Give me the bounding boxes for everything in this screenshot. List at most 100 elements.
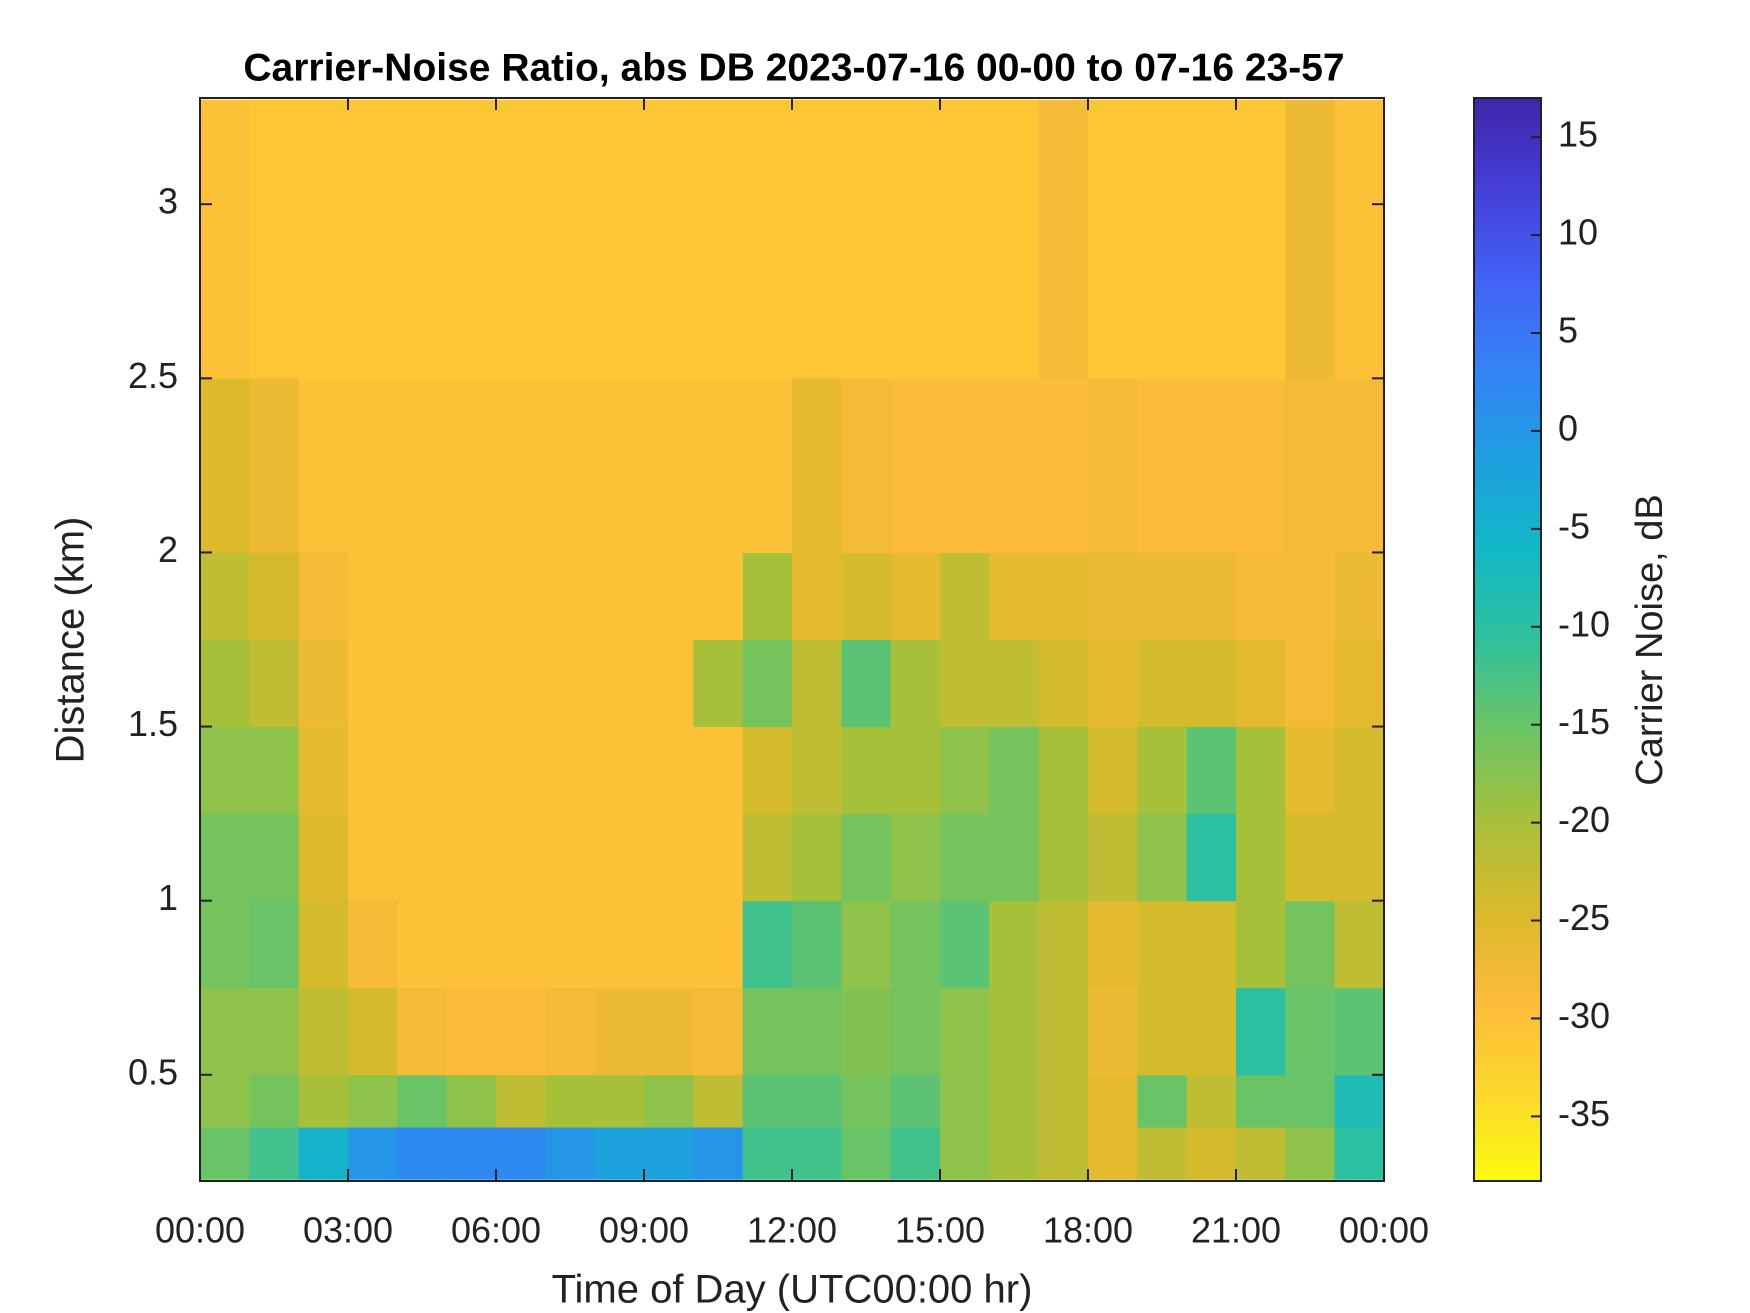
y-tick-label: 1	[158, 877, 178, 918]
heatmap-cell	[397, 726, 448, 815]
heatmap-cell	[1137, 987, 1188, 1076]
heatmap-cell	[940, 639, 990, 728]
heatmap-cell	[841, 900, 892, 989]
heatmap-cell	[644, 378, 694, 553]
heatmap-cell	[1334, 726, 1385, 815]
heatmap-cell	[693, 726, 744, 815]
heatmap-cell	[693, 987, 744, 1076]
heatmap-cell	[989, 99, 1040, 379]
heatmap-cell	[249, 378, 300, 553]
heatmap-cell	[200, 987, 250, 1076]
heatmap-cell	[249, 99, 300, 379]
heatmap-cell	[1186, 639, 1237, 728]
heatmap-cell	[1334, 639, 1385, 728]
heatmap-cell	[348, 987, 398, 1076]
heatmap-cell	[249, 552, 300, 640]
heatmap-cell	[446, 1127, 497, 1180]
heatmap-cell	[1334, 99, 1385, 379]
heatmap-cell	[496, 813, 546, 902]
heatmap-cell	[1137, 639, 1188, 728]
colorbar	[1473, 97, 1542, 1182]
heatmap-cell	[841, 378, 892, 553]
heatmap-cell	[496, 987, 546, 1076]
heatmap-cell	[1088, 99, 1138, 379]
heatmap-cell	[644, 813, 694, 902]
heatmap-cell	[446, 813, 497, 902]
heatmap-cell	[742, 900, 793, 989]
heatmap-cell	[742, 552, 793, 640]
heatmap-cell	[200, 1127, 250, 1180]
heatmap-cell	[446, 1074, 497, 1128]
heatmap-cell	[1088, 1127, 1138, 1180]
heatmap-cell	[792, 99, 842, 379]
heatmap-cell	[742, 726, 793, 815]
heatmap-cell	[693, 1127, 744, 1180]
heatmap-cell	[890, 639, 941, 728]
colorbar-tick-label: 0	[1558, 407, 1578, 448]
heatmap-cell	[1236, 639, 1286, 728]
heatmap-cell	[1137, 1074, 1188, 1128]
heatmap-cell	[792, 813, 842, 902]
heatmap-cell	[594, 813, 645, 902]
heatmap-cell	[644, 1074, 694, 1128]
heatmap-cell	[249, 726, 300, 815]
heatmap-cell	[841, 1074, 892, 1128]
chart-title: Carrier-Noise Ratio, abs DB 2023-07-16 0…	[243, 46, 1344, 89]
heatmap-cell	[890, 99, 941, 379]
heatmap-cell	[200, 813, 250, 902]
heatmap-cell	[1038, 987, 1089, 1076]
heatmap-cell	[298, 378, 349, 553]
heatmap-cell	[1285, 987, 1336, 1076]
heatmap-cell	[348, 813, 398, 902]
heatmap-cell	[1334, 1074, 1385, 1128]
heatmap-cell	[989, 900, 1040, 989]
heatmap-cell	[1038, 1074, 1089, 1128]
heatmap-cell	[298, 726, 349, 815]
colorbar-tick-label: -20	[1558, 799, 1610, 840]
heatmap-cell	[545, 639, 596, 728]
heatmap-cell	[1236, 99, 1286, 379]
heatmap-cell	[742, 378, 793, 553]
heatmap-cell	[1236, 726, 1286, 815]
heatmap-cell	[1186, 1074, 1237, 1128]
heatmap-cell	[1186, 99, 1237, 379]
heatmap-cell	[1285, 900, 1336, 989]
heatmap-cell	[496, 726, 546, 815]
heatmap-cell	[1236, 987, 1286, 1076]
heatmap-cell	[742, 99, 793, 379]
x-tick-label: 06:00	[451, 1210, 541, 1251]
heatmap-cell	[348, 1127, 398, 1180]
heatmap-cell	[348, 552, 398, 640]
heatmap-cell	[594, 99, 645, 379]
heatmap-cell	[397, 987, 448, 1076]
heatmap-cell	[594, 378, 645, 553]
heatmap-cell	[742, 813, 793, 902]
heatmap-cell	[594, 726, 645, 815]
heatmap-cell	[545, 813, 596, 902]
heatmap-cell	[446, 726, 497, 815]
heatmap-cell	[841, 987, 892, 1076]
heatmap-cell	[594, 639, 645, 728]
heatmap-cell	[1137, 552, 1188, 640]
colorbar-tick-label: -30	[1558, 995, 1610, 1036]
heatmap-cell	[1186, 1127, 1237, 1180]
heatmap-cell	[1186, 726, 1237, 815]
heatmap-cell	[841, 552, 892, 640]
heatmap-cell	[1285, 378, 1336, 553]
x-tick-label: 03:00	[303, 1210, 393, 1251]
x-tick-label: 15:00	[895, 1210, 985, 1251]
heatmap-cell	[1038, 900, 1089, 989]
heatmap-cell	[397, 1074, 448, 1128]
heatmap-cell	[1088, 900, 1138, 989]
heatmap-cell	[989, 378, 1040, 553]
heatmap-cell	[397, 99, 448, 379]
colorbar-tick-label: -5	[1558, 505, 1590, 546]
heatmap-cell	[594, 987, 645, 1076]
heatmap-cell	[890, 900, 941, 989]
heatmap-cell	[496, 1074, 546, 1128]
heatmap-cell	[940, 378, 990, 553]
y-tick-label: 2.5	[128, 355, 178, 396]
heatmap-cell	[348, 639, 398, 728]
heatmap-cell	[644, 1127, 694, 1180]
heatmap-cell	[792, 900, 842, 989]
